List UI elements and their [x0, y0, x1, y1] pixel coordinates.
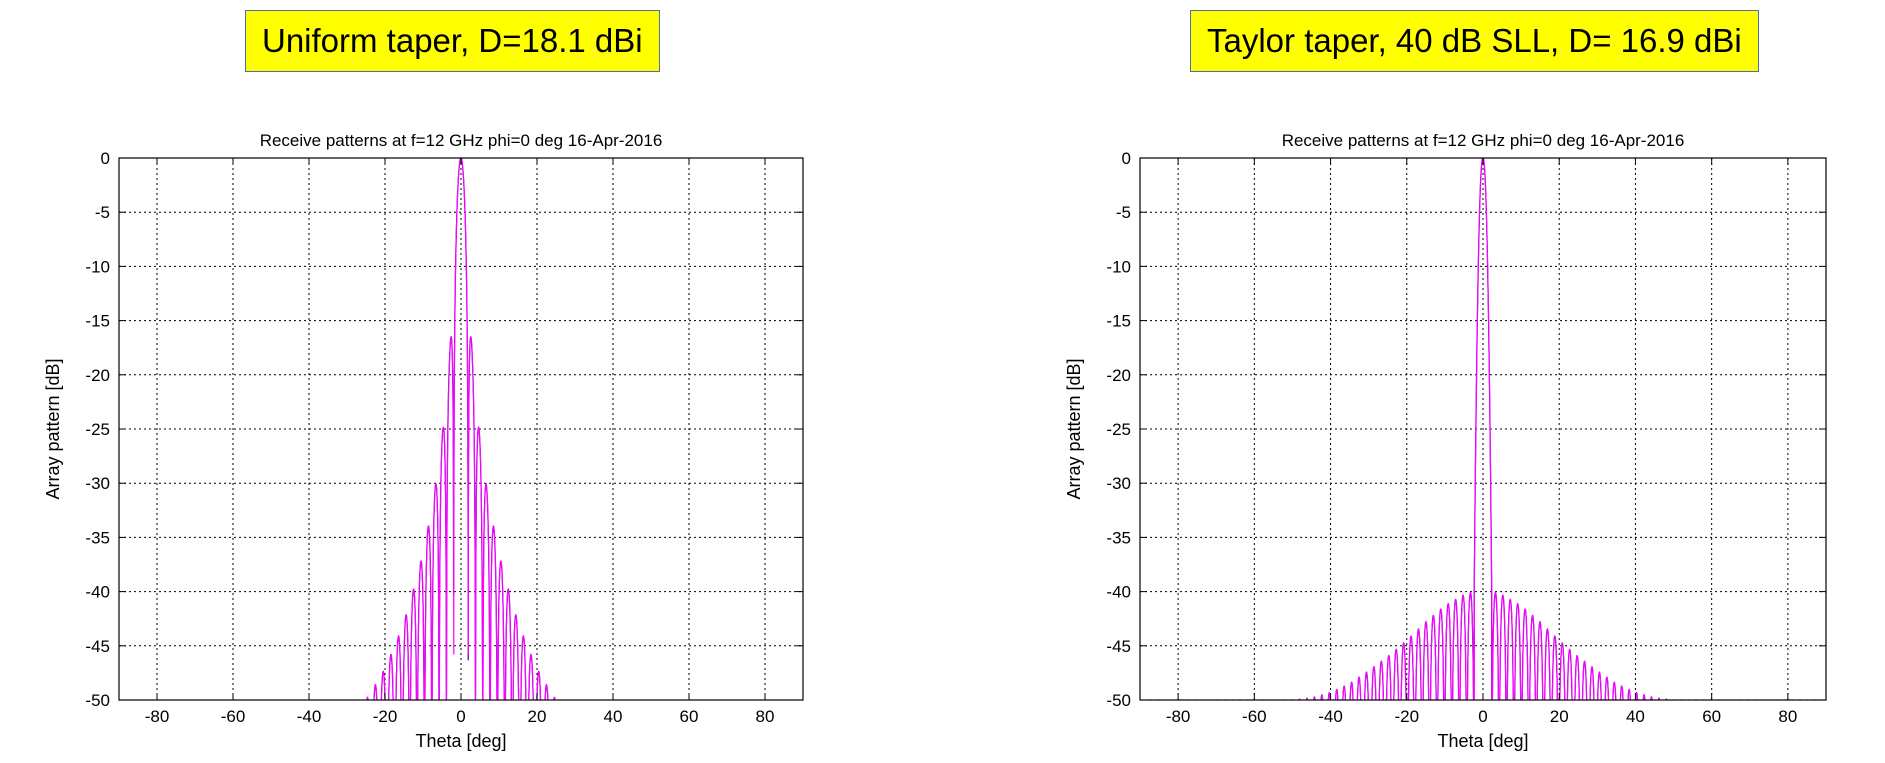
banner-uniform-taper: Uniform taper, D=18.1 dBi [245, 10, 660, 72]
x-axis-label: Theta [deg] [415, 731, 506, 751]
x-tick-label: -40 [297, 707, 322, 726]
x-tick-label: -60 [1242, 707, 1267, 726]
y-tick-label: -40 [1106, 583, 1131, 602]
y-tick-label: -10 [1106, 257, 1131, 276]
x-tick-label: -60 [221, 707, 246, 726]
x-tick-label: 60 [1702, 707, 1721, 726]
y-tick-label: -40 [85, 583, 110, 602]
y-tick-label: -35 [85, 528, 110, 547]
x-tick-label: -20 [373, 707, 398, 726]
x-tick-label: 40 [604, 707, 623, 726]
x-tick-label: 20 [528, 707, 547, 726]
x-tick-label: 60 [680, 707, 699, 726]
y-tick-label: -15 [85, 312, 110, 331]
x-tick-label: -80 [1166, 707, 1191, 726]
banner-taylor-taper: Taylor taper, 40 dB SLL, D= 16.9 dBi [1190, 10, 1759, 72]
x-tick-label: -80 [145, 707, 170, 726]
y-tick-label: -35 [1106, 528, 1131, 547]
y-tick-label: -10 [85, 257, 110, 276]
y-tick-label: -25 [1106, 420, 1131, 439]
y-axis-label: Array pattern [dB] [1064, 358, 1084, 499]
x-tick-label: 80 [756, 707, 775, 726]
chart-uniform: Receive patterns at f=12 GHz phi=0 deg 1… [43, 131, 804, 751]
chart-title: Receive patterns at f=12 GHz phi=0 deg 1… [1282, 131, 1685, 150]
x-tick-label: -20 [1394, 707, 1419, 726]
y-tick-label: -45 [1106, 637, 1131, 656]
y-tick-label: 0 [1122, 149, 1131, 168]
y-tick-label: -5 [1116, 203, 1131, 222]
x-axis-label: Theta [deg] [1437, 731, 1528, 751]
chart-taylor: Receive patterns at f=12 GHz phi=0 deg 1… [1064, 131, 1827, 751]
y-tick-label: -15 [1106, 312, 1131, 331]
y-tick-label: -45 [85, 637, 110, 656]
y-tick-label: -50 [1106, 691, 1131, 710]
y-axis-label: Array pattern [dB] [43, 358, 63, 499]
x-tick-label: 40 [1626, 707, 1645, 726]
x-tick-label: 0 [456, 707, 465, 726]
y-tick-label: -50 [85, 691, 110, 710]
x-tick-label: -40 [1318, 707, 1343, 726]
x-tick-label: 0 [1478, 707, 1487, 726]
y-tick-label: -25 [85, 420, 110, 439]
y-tick-label: -20 [1106, 366, 1131, 385]
y-tick-label: -5 [95, 203, 110, 222]
x-tick-label: 80 [1778, 707, 1797, 726]
y-tick-label: -30 [1106, 474, 1131, 493]
y-tick-label: 0 [101, 149, 110, 168]
y-tick-label: -20 [85, 366, 110, 385]
x-tick-label: 20 [1550, 707, 1569, 726]
chart-title: Receive patterns at f=12 GHz phi=0 deg 1… [260, 131, 663, 150]
y-tick-label: -30 [85, 474, 110, 493]
